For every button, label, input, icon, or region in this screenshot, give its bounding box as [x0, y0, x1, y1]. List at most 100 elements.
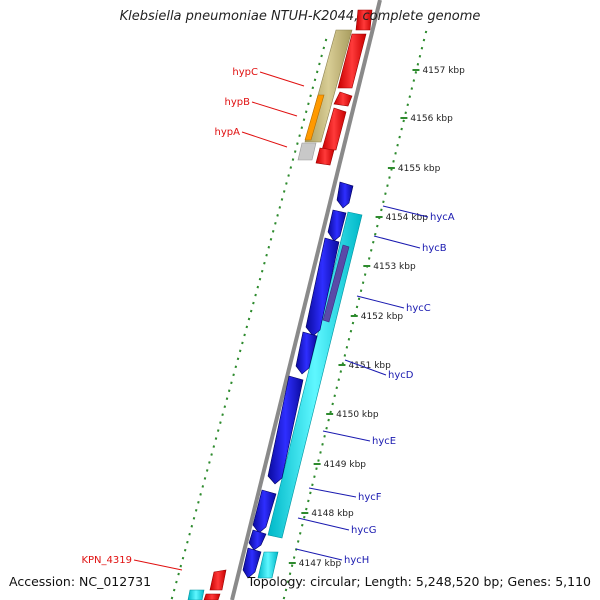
- hyc-gene-arrow: [252, 489, 277, 534]
- gc-dot: [392, 160, 395, 163]
- hyc-gene-arrow: [242, 547, 262, 579]
- gc-dot: [292, 556, 296, 559]
- red-gene-arrow: [321, 107, 347, 151]
- scale-tick-label: 4156 kbp: [410, 114, 453, 124]
- gc-dot: [406, 103, 409, 107]
- scale-ticks: 4147 kbp 4148 kbp 4149 kbp 4150 kbp 4151 kbp…: [288, 66, 465, 569]
- gc-dot: [412, 79, 416, 82]
- gc-dot: [234, 365, 238, 369]
- inner-dotted-track: [170, 38, 328, 600]
- scale-tick-label: 4152 kbp: [361, 312, 404, 322]
- gene-label-leader: [251, 101, 298, 117]
- gc-dot: [214, 437, 218, 440]
- gc-dot: [325, 426, 328, 430]
- gene-label-hycA: hycA: [430, 212, 455, 223]
- gc-dot: [400, 127, 403, 131]
- gc-dot: [327, 418, 330, 422]
- gene-label-leader: [382, 205, 429, 218]
- gene-labels: hycA hycB hycC hycD hycE hycF hycG hycH hypC hypB…: [81, 67, 455, 571]
- gc-dot: [216, 429, 220, 432]
- red-genes-bottom: [203, 569, 227, 600]
- gene-label-hycF: hycF: [358, 492, 382, 503]
- gene-label-leader: [356, 295, 405, 309]
- gc-dot: [313, 475, 316, 479]
- gc-dot: [227, 389, 231, 393]
- gc-dot: [296, 142, 299, 145]
- gene-label-leader: [297, 517, 350, 531]
- gc-dot: [337, 378, 341, 381]
- gc-dot: [355, 305, 359, 309]
- gene-label-leader: [133, 559, 183, 571]
- gc-dot: [225, 397, 229, 401]
- gc-dot: [345, 346, 349, 349]
- gc-dot: [315, 467, 318, 470]
- gc-dot: [293, 150, 297, 153]
- cyan-feature-corner: [187, 589, 205, 600]
- gc-dot: [170, 596, 174, 600]
- gc-dot: [329, 410, 332, 414]
- gc-dot: [307, 499, 310, 503]
- gene-label-leader: [295, 548, 343, 561]
- scale-tick-label: 4153 kbp: [373, 262, 416, 272]
- gc-dot: [223, 405, 227, 409]
- gc-dot: [247, 317, 251, 321]
- gc-dot: [288, 572, 292, 576]
- gc-dot: [320, 54, 323, 58]
- gc-dot: [309, 491, 312, 495]
- gene-label-hypB: hypB: [225, 97, 251, 108]
- gc-dot: [414, 71, 418, 74]
- gc-dot: [322, 46, 326, 50]
- topology-text: Topology: circular; Length: 5,248,520 bp…: [247, 574, 591, 589]
- gc-dot: [388, 176, 391, 179]
- cyan-feature-bottom: [257, 551, 279, 579]
- gene-label-leader: [241, 131, 288, 148]
- gc-dot: [361, 281, 365, 284]
- gc-dot: [408, 95, 412, 98]
- gc-dot: [321, 443, 324, 446]
- gc-dot: [186, 540, 189, 544]
- gc-dot: [335, 386, 338, 390]
- gc-dot: [363, 273, 367, 276]
- gc-dot: [394, 151, 397, 155]
- scale-tick-label: 4151 kbp: [348, 361, 391, 371]
- gc-dot: [304, 110, 308, 114]
- gc-dot: [339, 370, 343, 373]
- scale-tick-label: 4149 kbp: [324, 460, 367, 470]
- gc-dot: [245, 325, 249, 329]
- scale-tick-label: 4148 kbp: [311, 509, 354, 519]
- gc-dot: [179, 564, 183, 568]
- gc-dot: [263, 261, 266, 265]
- gc-dot: [307, 102, 310, 106]
- gc-dot: [284, 588, 288, 592]
- gene-label-hycG: hycG: [351, 525, 377, 536]
- purple-feature: [322, 244, 350, 323]
- gc-dot: [367, 257, 371, 260]
- gc-dot: [372, 240, 375, 244]
- gc-dot: [357, 297, 361, 301]
- hyc-genes: [242, 181, 354, 579]
- gc-dot: [172, 588, 176, 592]
- gc-dot: [359, 289, 363, 293]
- gene-label-hycB: hycB: [422, 243, 447, 254]
- gc-dot: [190, 524, 194, 528]
- gc-dot: [282, 596, 286, 600]
- gc-dot: [374, 232, 377, 236]
- gc-dot: [241, 341, 244, 345]
- gene-label-leader: [373, 235, 421, 249]
- hyc-gene-arrow: [248, 529, 267, 551]
- gc-dot: [197, 501, 200, 504]
- gc-dot: [349, 329, 353, 333]
- red-gene-arrow: [333, 91, 353, 107]
- gc-dot: [311, 483, 314, 487]
- gc-dot: [404, 111, 407, 115]
- red-gene-arrow: [337, 33, 367, 89]
- scale-tick-label: 4155 kbp: [398, 164, 441, 174]
- gc-dot: [398, 135, 401, 139]
- gc-dot: [331, 402, 334, 406]
- gene-label-hycE: hycE: [372, 436, 396, 447]
- red-gene-arrow: [203, 593, 221, 600]
- scale-tick-label: 4150 kbp: [336, 410, 379, 420]
- gc-dot: [175, 580, 178, 584]
- gc-dot: [291, 158, 295, 161]
